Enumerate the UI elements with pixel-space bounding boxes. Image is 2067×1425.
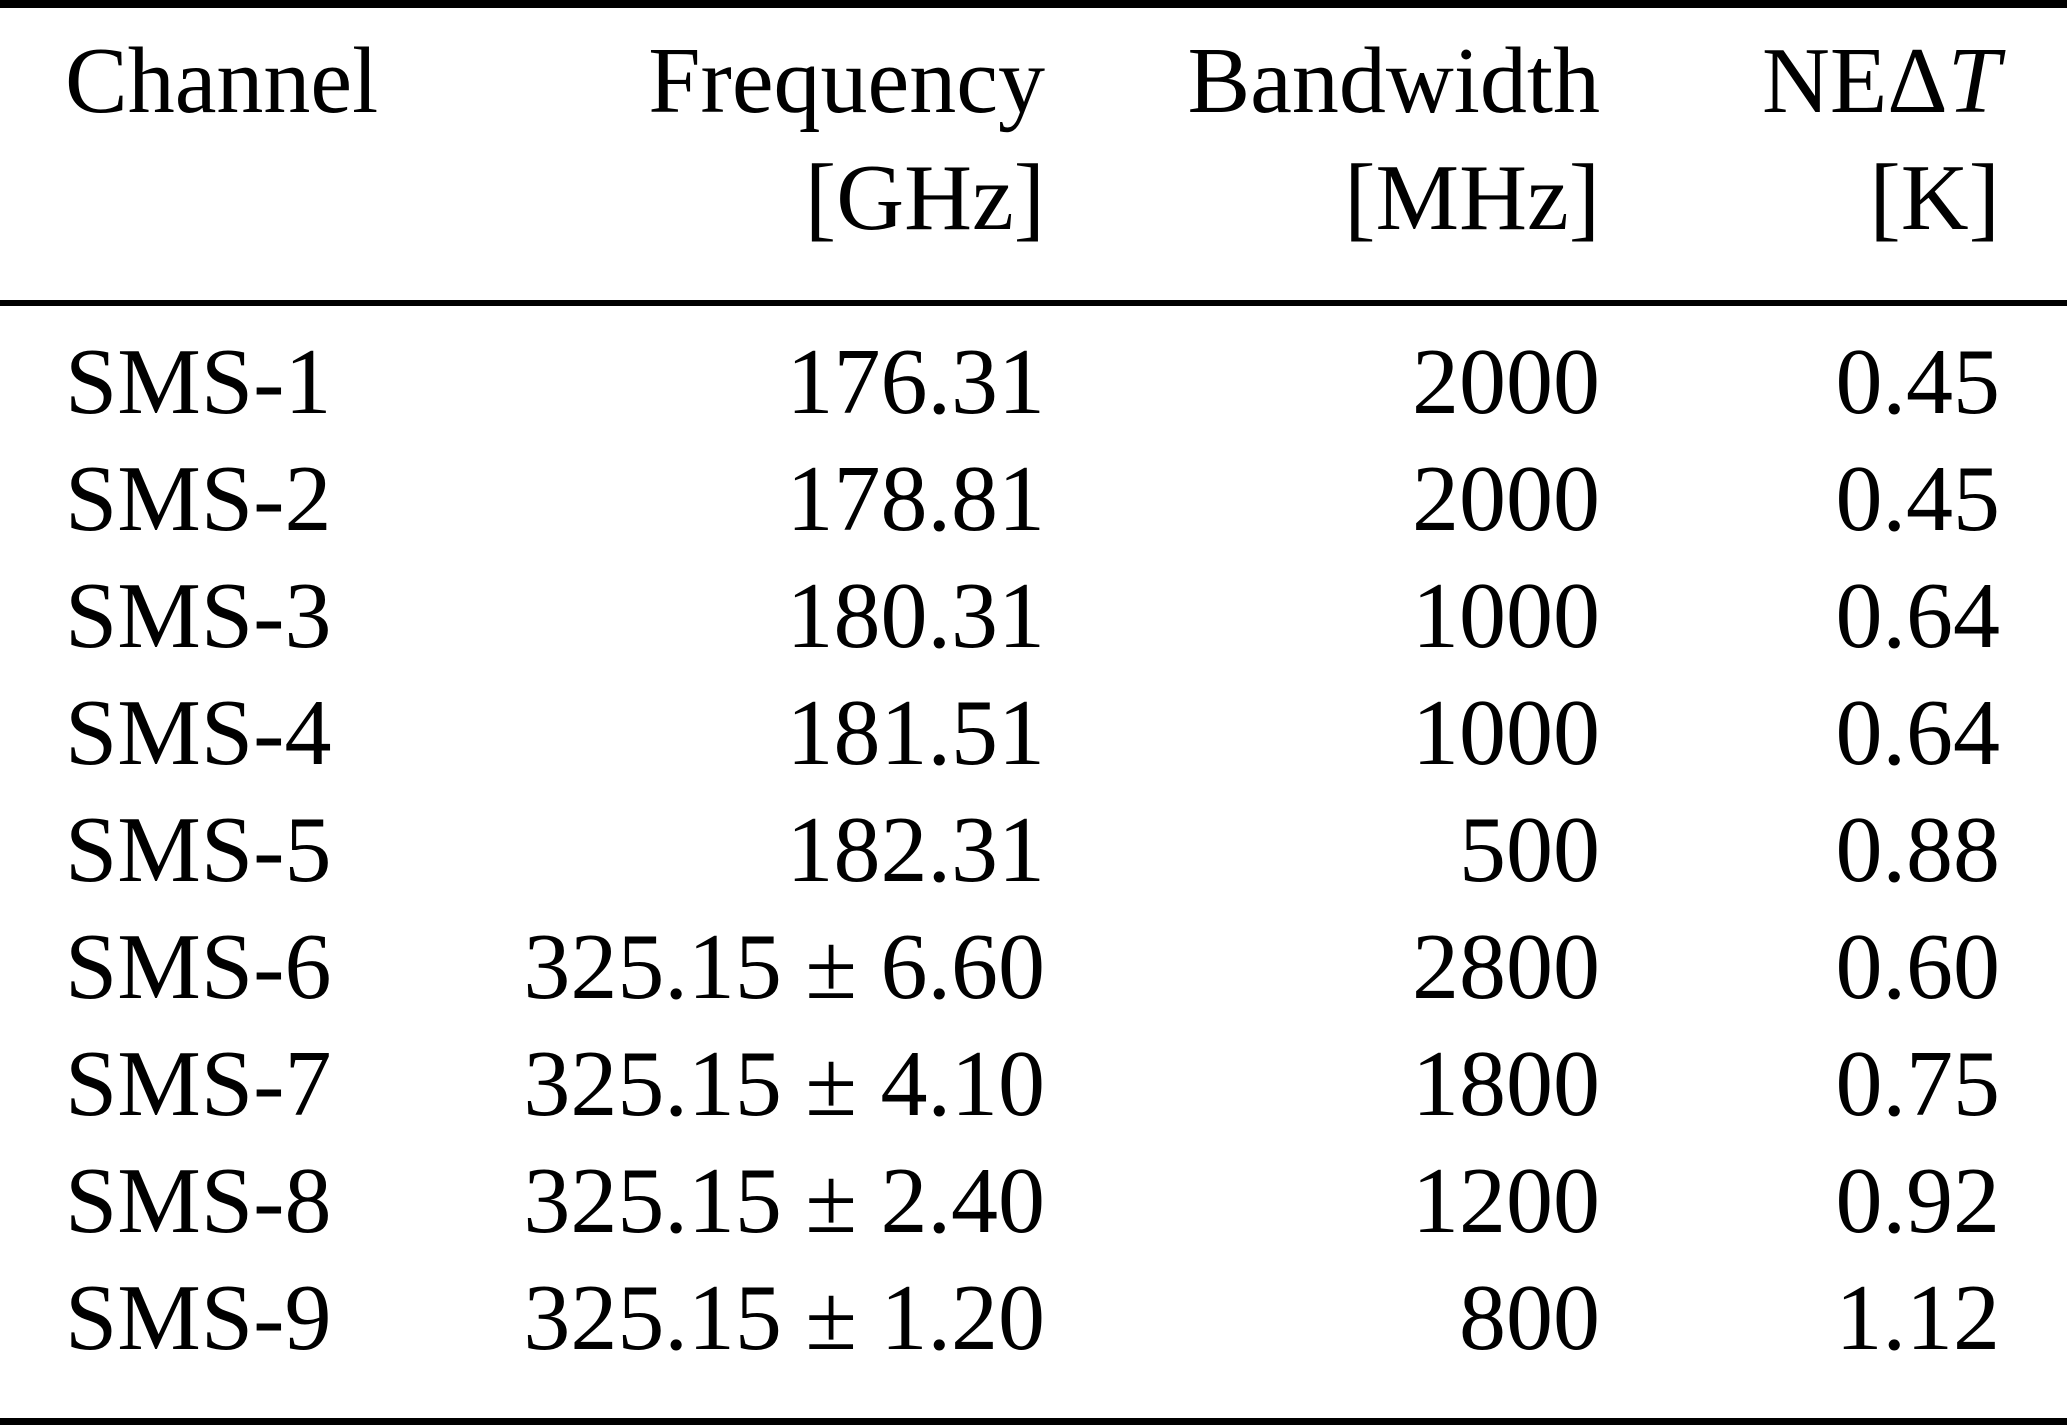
nedt-cell: 0.92: [1835, 1149, 2001, 1253]
frequency-cell: 325.15 ± 2.40: [523, 1149, 1045, 1253]
nedt-cell: 1.12: [1835, 1266, 2001, 1370]
table-header-rule: [0, 300, 2067, 306]
bandwidth-cell: 1000: [1412, 681, 1600, 785]
table-bottom-rule: [0, 1418, 2067, 1425]
nedt-cell: 0.88: [1835, 798, 2001, 902]
nedt-cell: 0.45: [1835, 447, 2001, 551]
nedt-cell: 0.60: [1835, 915, 2001, 1019]
frequency-cell: 180.31: [786, 564, 1046, 668]
frequency-cell: 181.51: [786, 681, 1046, 785]
bandwidth-cell: 2800: [1412, 915, 1600, 1019]
column-header-nedt: NEΔT: [1600, 23, 2000, 140]
channel-cell: SMS-5: [65, 798, 332, 902]
column-unit-bandwidth: [MHz]: [1344, 146, 1600, 250]
channel-cell: SMS-4: [65, 681, 332, 785]
bandwidth-cell: 2000: [1412, 447, 1600, 551]
column-unit-frequency: [GHz]: [804, 146, 1045, 250]
nedt-prefix: NEΔ: [1761, 29, 1948, 133]
bandwidth-cell: 1800: [1412, 1032, 1600, 1136]
bandwidth-cell: 800: [1459, 1266, 1600, 1370]
table-top-rule: [0, 0, 2067, 8]
nedt-cell: 0.64: [1835, 564, 2001, 668]
nedt-symbol-italic-t: T: [1947, 29, 2000, 133]
column-header-frequency: Frequency: [648, 29, 1045, 133]
frequency-cell: 178.81: [786, 447, 1046, 551]
column-unit-nedt: [K]: [1869, 146, 2001, 250]
table-header: Channel Frequency Bandwidth NEΔT [GHz] […: [0, 8, 2067, 257]
table-body: SMS-1 176.31 2000 0.45 SMS-2 178.81 2000…: [0, 324, 2067, 1377]
channel-cell: SMS-3: [65, 564, 332, 668]
bandwidth-cell: 2000: [1412, 330, 1600, 434]
channel-cell: SMS-2: [65, 447, 332, 551]
bandwidth-cell: 500: [1459, 798, 1600, 902]
channel-cell: SMS-9: [65, 1266, 332, 1370]
frequency-cell: 325.15 ± 6.60: [523, 915, 1045, 1019]
channel-cell: SMS-6: [65, 915, 332, 1019]
nedt-cell: 0.75: [1835, 1032, 2001, 1136]
nedt-cell: 0.64: [1835, 681, 2001, 785]
column-header-channel: Channel: [65, 29, 379, 133]
column-header-bandwidth: Bandwidth: [1187, 29, 1600, 133]
column-unit-channel-empty: [0, 140, 500, 257]
frequency-cell: 176.31: [786, 330, 1046, 434]
channel-cell: SMS-8: [65, 1149, 332, 1253]
frequency-cell: 182.31: [786, 798, 1046, 902]
channel-cell: SMS-1: [65, 330, 332, 434]
bandwidth-cell: 1000: [1412, 564, 1600, 668]
nedt-cell: 0.45: [1835, 330, 2001, 434]
bandwidth-cell: 1200: [1412, 1149, 1600, 1253]
channel-cell: SMS-7: [65, 1032, 332, 1136]
frequency-cell: 325.15 ± 1.20: [523, 1266, 1045, 1370]
frequency-cell: 325.15 ± 4.10: [523, 1032, 1045, 1136]
